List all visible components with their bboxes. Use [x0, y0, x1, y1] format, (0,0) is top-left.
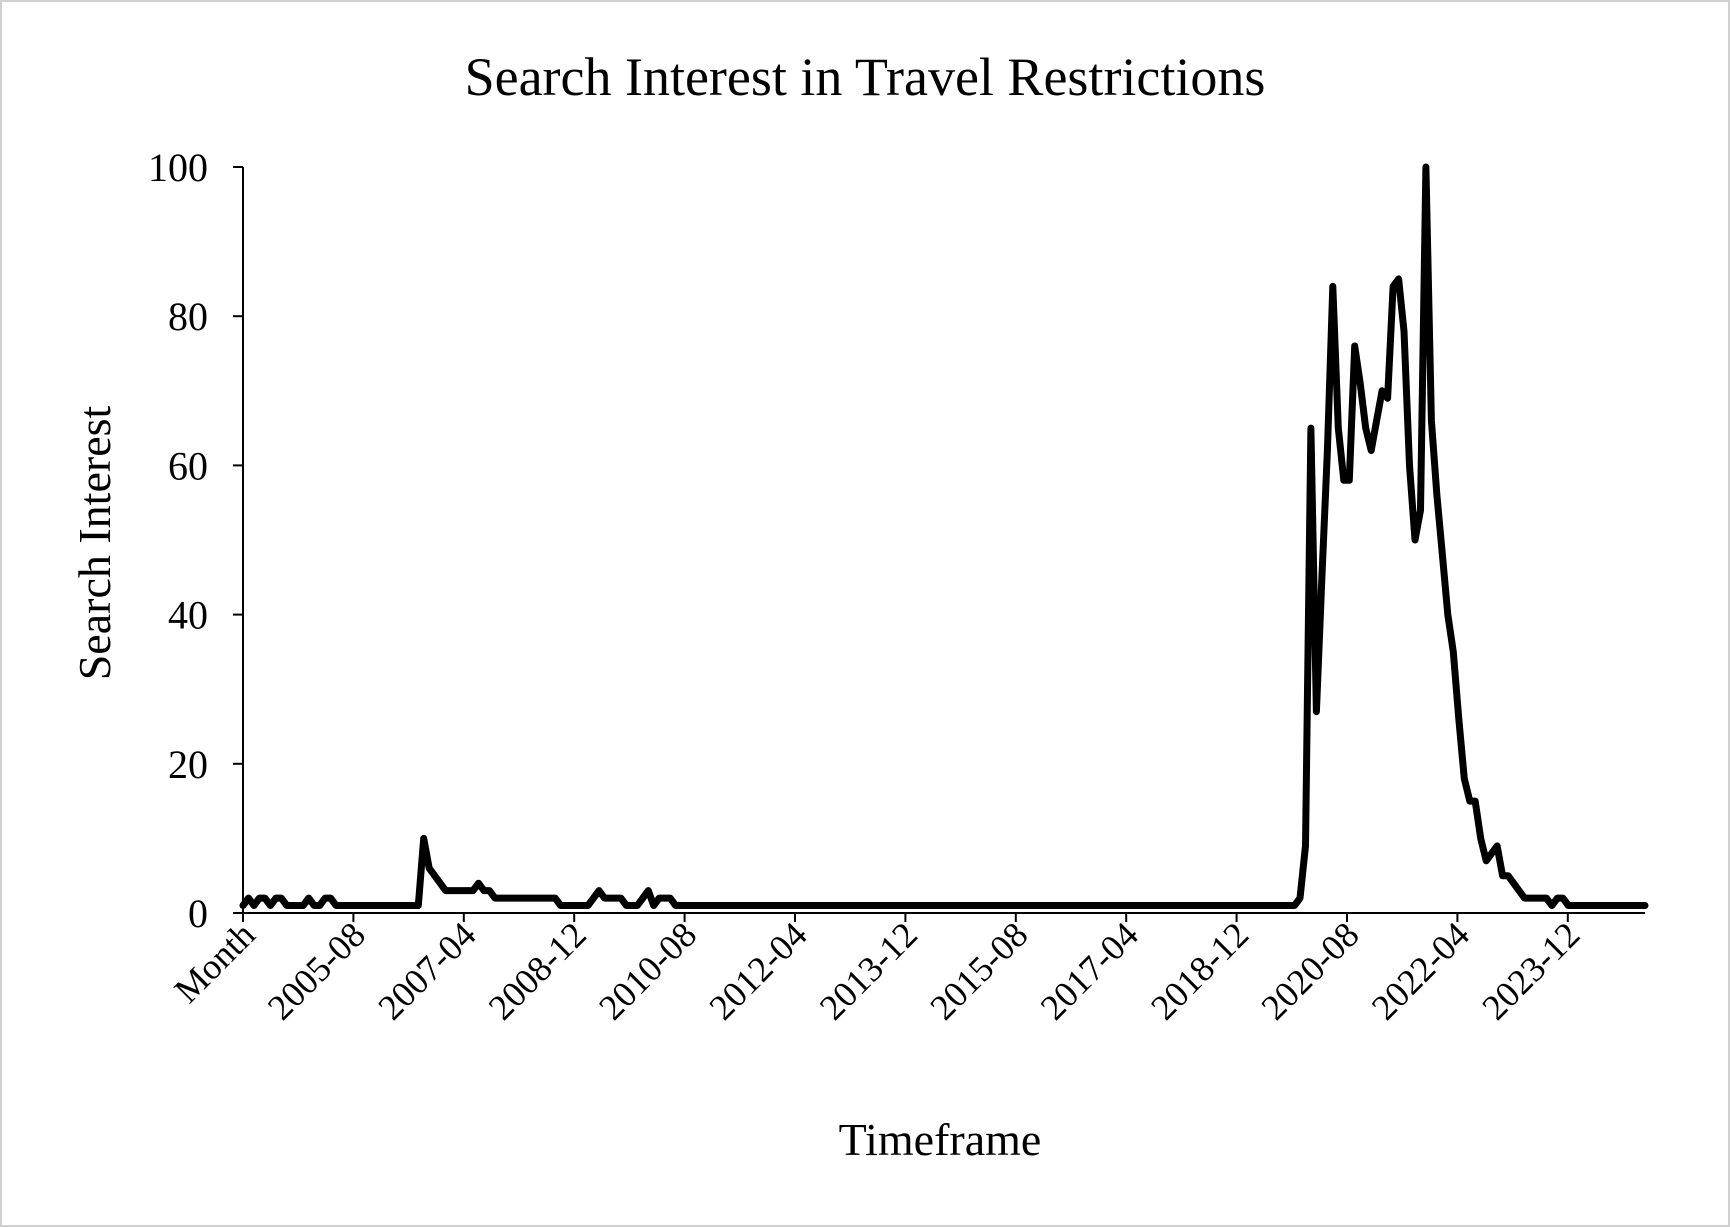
y-tick-label: 20 [168, 742, 208, 787]
series-line [239, 163, 1649, 909]
x-tick-label: 2017-04 [1033, 914, 1146, 1027]
x-tick-label: 2008-12 [481, 914, 594, 1027]
x-tick-label: 2012-04 [702, 914, 815, 1027]
x-tick-label: 2007-04 [370, 914, 483, 1027]
y-tick-label: 80 [168, 294, 208, 339]
x-axis-ticks: Month2005-082007-042008-122010-082012-04… [166, 913, 1587, 1028]
x-tick-label: 2023-12 [1474, 914, 1587, 1027]
y-tick-label: 40 [168, 593, 208, 638]
y-axis-label: Search Interest [69, 405, 120, 680]
x-tick-label: 2015-08 [922, 914, 1035, 1027]
x-tick-label: Month [166, 914, 262, 1010]
x-axis-label: Timeframe [839, 1114, 1042, 1165]
x-tick-label: 2020-08 [1254, 914, 1367, 1027]
x-tick-label: 2010-08 [591, 914, 704, 1027]
x-tick-label: 2018-12 [1143, 914, 1256, 1027]
y-axis-ticks: 0 20 40 60 80 100 [148, 145, 243, 936]
y-tick-label: 60 [168, 443, 208, 488]
chart-title: Search Interest in Travel Restrictions [465, 47, 1266, 107]
x-tick-label: 2022-04 [1364, 914, 1477, 1027]
y-tick-label: 0 [188, 891, 208, 936]
x-tick-label: 2013-12 [812, 914, 925, 1027]
y-tick-label: 100 [148, 145, 208, 190]
x-tick-label: 2005-08 [260, 914, 373, 1027]
